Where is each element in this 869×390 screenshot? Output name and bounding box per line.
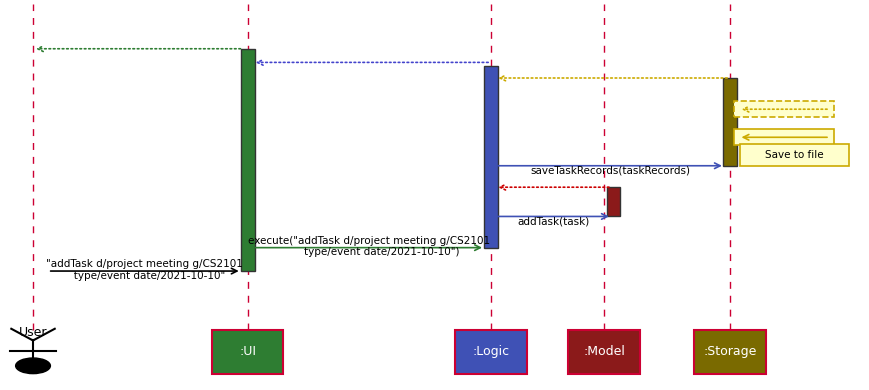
Bar xyxy=(734,129,834,145)
Text: execute("addTask d/project meeting g/CS2101
        type/event date/2021-10-10"): execute("addTask d/project meeting g/CS2… xyxy=(248,236,490,257)
Text: User: User xyxy=(19,326,47,339)
Bar xyxy=(740,144,849,166)
Bar xyxy=(212,330,283,374)
Text: Save to file: Save to file xyxy=(766,150,824,160)
Text: addTask(task): addTask(task) xyxy=(517,216,590,226)
Bar xyxy=(734,101,834,117)
Bar xyxy=(241,49,255,271)
Text: :UI: :UI xyxy=(239,346,256,358)
Bar xyxy=(484,66,498,248)
Text: saveTaskRecords(taskRecords): saveTaskRecords(taskRecords) xyxy=(530,165,690,176)
Bar xyxy=(723,78,737,166)
Bar xyxy=(455,330,527,374)
Text: "addTask d/project meeting g/CS2101
   type/event date/2021-10-10": "addTask d/project meeting g/CS2101 type… xyxy=(46,259,243,281)
Text: :Storage: :Storage xyxy=(703,346,757,358)
Circle shape xyxy=(16,358,50,374)
Bar xyxy=(607,187,620,216)
Bar xyxy=(694,330,766,374)
Bar xyxy=(568,330,640,374)
Text: :Model: :Model xyxy=(583,346,625,358)
Text: :Logic: :Logic xyxy=(473,346,509,358)
